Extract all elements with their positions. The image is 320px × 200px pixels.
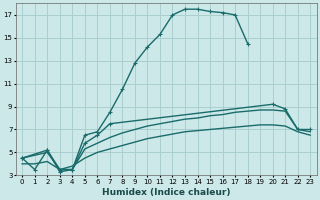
X-axis label: Humidex (Indice chaleur): Humidex (Indice chaleur) — [102, 188, 230, 197]
